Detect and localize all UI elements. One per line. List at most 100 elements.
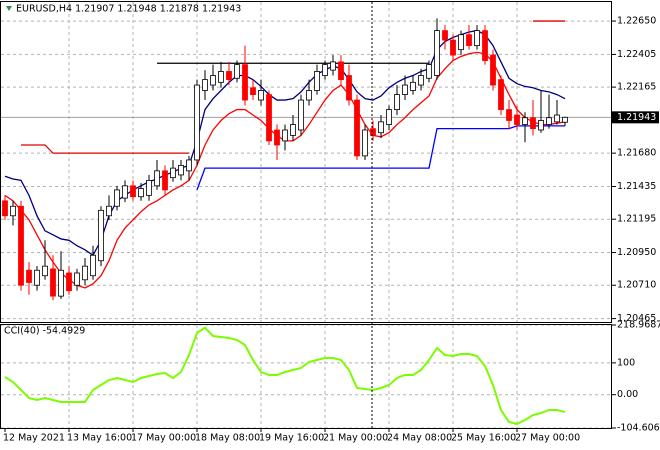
candle-body <box>354 99 360 157</box>
candle-body <box>362 129 368 157</box>
y-tick-label: 1.21195 <box>617 214 656 225</box>
candle-body <box>154 170 160 187</box>
candle-body <box>490 54 496 86</box>
x-tick-label: 12 May 2021 <box>3 433 65 444</box>
candle-body <box>226 71 232 81</box>
candle-body <box>274 129 280 146</box>
candle-body <box>186 159 192 172</box>
candle-body <box>514 114 520 125</box>
candle-body <box>410 81 416 91</box>
candle-body <box>122 185 128 199</box>
candle-body <box>2 200 8 217</box>
candle-body <box>418 75 424 86</box>
y-tick-label: 1.20950 <box>617 247 656 258</box>
candle-body <box>330 61 336 71</box>
candle-body <box>426 64 432 79</box>
y-tick-label: 1.22405 <box>617 49 656 60</box>
candle-body <box>554 114 560 123</box>
candle-body <box>458 34 464 51</box>
y-tick-label: -104.606 <box>617 423 660 434</box>
candle-body <box>466 34 472 46</box>
x-tick-label: 17 May 00:00 <box>131 433 196 444</box>
candle-body <box>170 167 176 179</box>
candle-body <box>146 179 152 196</box>
y-tick-label: 1.22165 <box>617 82 656 93</box>
candle-body <box>106 205 112 217</box>
y-tick-label: 1.21435 <box>617 181 656 192</box>
candle-body <box>162 170 168 191</box>
indicator-line <box>196 125 565 191</box>
candle-body <box>138 188 144 198</box>
candle-body <box>74 272 80 286</box>
candle-body <box>50 268 56 297</box>
indicator-title: CCI(40) -54.4929 <box>4 326 85 337</box>
candle-body <box>346 75 352 101</box>
candle-body <box>90 254 96 277</box>
cci-pane-frame <box>0 324 612 429</box>
y-tick-label: 1.21680 <box>617 148 656 159</box>
candle-body <box>234 64 240 79</box>
y-tick-label: 1.20710 <box>617 280 656 291</box>
y-tick-label: 1.22650 <box>617 16 656 27</box>
x-tick-label: 19 May 16:00 <box>259 433 324 444</box>
candle-body <box>530 117 536 130</box>
candle-body <box>298 99 304 131</box>
candle-body <box>98 209 104 262</box>
candle-body <box>282 129 288 142</box>
candle-body <box>450 39 456 56</box>
candle-body <box>314 71 320 91</box>
candle-body <box>378 121 384 134</box>
candle-body <box>370 128 376 136</box>
plot-layer <box>1 2 616 432</box>
candle-body <box>178 165 184 176</box>
candle-body <box>522 117 528 125</box>
y-tick-label: 100 <box>617 357 635 368</box>
candle-body <box>338 61 344 81</box>
candle-body <box>306 90 312 101</box>
candle-body <box>290 124 296 136</box>
indicator-line <box>21 20 565 154</box>
x-tick-label: 27 May 00:00 <box>515 433 580 444</box>
candle-body <box>394 94 400 110</box>
y-tick-label: 218.9687 <box>617 320 660 331</box>
last-price-box <box>612 111 659 124</box>
candle-body <box>34 269 40 286</box>
candle-body <box>386 109 392 125</box>
candle-body <box>258 90 264 101</box>
candle-body <box>242 64 248 101</box>
candle-body <box>322 64 328 76</box>
candle-body <box>42 265 48 277</box>
candle-body <box>66 272 72 292</box>
candle-body <box>442 30 448 41</box>
symbol-icon <box>6 6 12 11</box>
candle-body <box>82 265 88 281</box>
candle-body <box>434 30 440 76</box>
last-price-label: 1.21943 <box>617 112 656 123</box>
candle-body <box>546 117 552 125</box>
candle-body <box>266 94 272 142</box>
candle-body <box>482 30 488 61</box>
chart-title: EURUSD,H4 1.21907 1.21948 1.21878 1.2194… <box>16 4 241 15</box>
candle-body <box>250 87 256 95</box>
y-tick-label: 1.20465 <box>617 313 656 324</box>
x-tick-label: 18 May 08:00 <box>195 433 260 444</box>
candle-body <box>18 205 24 286</box>
candle-body <box>538 120 544 131</box>
y-tick-label: 0.00 <box>617 389 638 400</box>
candle-body <box>506 109 512 121</box>
x-tick-label: 25 May 16:00 <box>451 433 516 444</box>
candle-body <box>194 84 200 161</box>
indicator-line <box>4 326 566 426</box>
x-tick-label: 21 May 00:00 <box>323 433 388 444</box>
candle-body <box>58 269 64 297</box>
candle-body <box>210 75 216 86</box>
candle-body <box>26 269 32 283</box>
candle-body <box>10 205 16 217</box>
candle-body <box>114 189 120 207</box>
candle-body <box>402 84 408 95</box>
candle-body <box>130 185 136 198</box>
candle-body <box>474 30 480 46</box>
candle-body <box>562 116 568 123</box>
